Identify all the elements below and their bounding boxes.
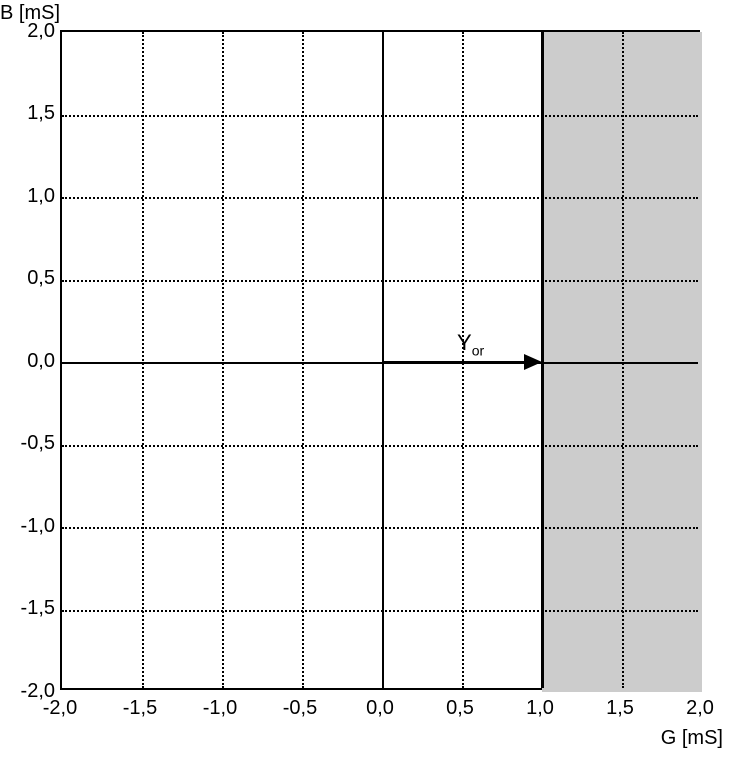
y-tick-label: 2,0: [10, 20, 55, 43]
x-zero-axis: [62, 362, 698, 364]
x-tick-label: 2,0: [675, 697, 725, 720]
y-tick-label: 0,0: [10, 350, 55, 373]
vector-label-main: Y: [457, 330, 472, 355]
plot-area: Yor: [60, 30, 700, 690]
grid-line: [62, 445, 698, 447]
chart-container: B [mS] Yor 2,0 1,5 1,0 0,5 0,0 -0,5 -1,0: [0, 0, 743, 768]
x-axis-title: G [mS]: [661, 727, 723, 750]
grid-line: [62, 115, 698, 117]
y-tick-label: -1,0: [10, 515, 55, 538]
x-tick-label: -0,5: [275, 697, 325, 720]
y-tick-label: 1,0: [10, 185, 55, 208]
vector-line: [382, 361, 527, 364]
x-tick-label: 0,5: [435, 697, 485, 720]
grid-line: [62, 197, 698, 199]
y-tick-label: 1,5: [10, 102, 55, 125]
grid-line: [62, 527, 698, 529]
x-tick-label: -1,5: [115, 697, 165, 720]
x-tick-label: 1,0: [515, 697, 565, 720]
vector-arrowhead: [524, 354, 542, 370]
vector-label: Yor: [457, 330, 484, 358]
grid-line: [622, 32, 624, 688]
y-tick-label: 0,5: [10, 267, 55, 290]
y-tick-label: -0,5: [10, 432, 55, 455]
y-tick-label: -1,5: [10, 597, 55, 620]
grid-line: [222, 32, 224, 688]
x-tick-label: 0,0: [355, 697, 405, 720]
x-tick-label: -2,0: [35, 697, 85, 720]
vector-label-sub: or: [472, 342, 484, 358]
x-tick-label: -1,0: [195, 697, 245, 720]
x-tick-label: 1,5: [595, 697, 645, 720]
grid-line: [142, 32, 144, 688]
grid-line: [302, 32, 304, 688]
grid-line: [62, 280, 698, 282]
grid-line: [62, 610, 698, 612]
